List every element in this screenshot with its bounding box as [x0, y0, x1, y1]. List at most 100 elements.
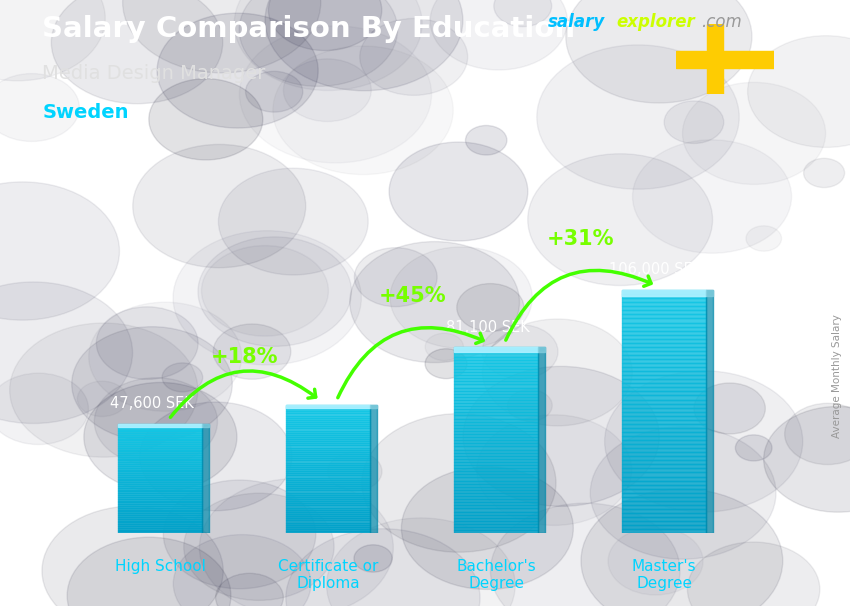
- Circle shape: [157, 13, 318, 128]
- Text: Certificate or
Diploma: Certificate or Diploma: [278, 559, 378, 591]
- Bar: [454, 471, 538, 474]
- Bar: [622, 327, 706, 331]
- Bar: [622, 290, 706, 294]
- Bar: [622, 319, 706, 322]
- Circle shape: [735, 435, 772, 461]
- Circle shape: [528, 154, 712, 285]
- Bar: [622, 420, 706, 424]
- Bar: [454, 521, 538, 524]
- Bar: [286, 497, 371, 499]
- Bar: [286, 478, 371, 480]
- Bar: [118, 517, 202, 519]
- Bar: [286, 516, 371, 518]
- Bar: [118, 470, 202, 471]
- Bar: [622, 452, 706, 456]
- Text: Average Monthly Salary: Average Monthly Salary: [832, 314, 842, 438]
- Bar: [454, 353, 538, 356]
- Circle shape: [84, 382, 237, 491]
- Bar: [622, 306, 706, 310]
- Circle shape: [390, 247, 532, 348]
- Circle shape: [494, 0, 552, 27]
- Bar: [118, 528, 202, 530]
- Circle shape: [198, 237, 352, 347]
- Circle shape: [362, 414, 556, 552]
- Bar: [286, 467, 371, 469]
- Circle shape: [537, 45, 740, 189]
- Bar: [286, 525, 371, 527]
- Text: 56,000 SEK: 56,000 SEK: [278, 377, 362, 392]
- Bar: [118, 424, 202, 426]
- Circle shape: [354, 545, 393, 572]
- Bar: [118, 502, 202, 504]
- Circle shape: [803, 158, 845, 188]
- Bar: [286, 480, 371, 482]
- Bar: [286, 411, 371, 413]
- Circle shape: [350, 242, 519, 362]
- Bar: [454, 375, 538, 378]
- Bar: [622, 298, 706, 302]
- Bar: [622, 444, 706, 448]
- Bar: [286, 448, 371, 450]
- Bar: [286, 476, 371, 478]
- Bar: [286, 445, 371, 448]
- Bar: [622, 343, 706, 347]
- Bar: [118, 486, 202, 488]
- Bar: [286, 454, 371, 456]
- Circle shape: [163, 480, 316, 589]
- Bar: [622, 464, 706, 468]
- Circle shape: [218, 168, 368, 275]
- Text: salary: salary: [548, 13, 605, 32]
- Bar: [118, 431, 202, 433]
- Bar: [118, 493, 202, 495]
- Bar: [622, 456, 706, 461]
- Bar: [118, 461, 202, 462]
- Bar: [622, 396, 706, 399]
- Circle shape: [184, 493, 334, 601]
- Bar: [118, 513, 202, 515]
- Bar: [622, 428, 706, 432]
- Circle shape: [354, 248, 437, 307]
- Circle shape: [401, 467, 573, 590]
- Bar: [622, 525, 706, 529]
- Bar: [454, 478, 538, 481]
- Bar: [538, 347, 545, 352]
- Bar: [286, 465, 371, 467]
- Bar: [454, 453, 538, 456]
- Bar: [622, 529, 706, 533]
- Bar: [118, 497, 202, 499]
- Circle shape: [477, 415, 632, 525]
- Bar: [622, 521, 706, 525]
- Bar: [118, 439, 202, 441]
- Circle shape: [694, 383, 765, 434]
- Circle shape: [490, 503, 680, 606]
- Bar: [622, 481, 706, 485]
- Bar: [118, 490, 202, 491]
- Circle shape: [133, 144, 306, 268]
- Bar: [622, 493, 706, 497]
- Bar: [118, 526, 202, 528]
- Bar: [454, 394, 538, 397]
- Bar: [286, 456, 371, 458]
- Bar: [454, 387, 538, 391]
- Bar: [118, 455, 202, 457]
- Bar: [454, 456, 538, 459]
- Circle shape: [139, 402, 292, 511]
- Text: Sweden: Sweden: [42, 103, 129, 122]
- Bar: [286, 420, 371, 422]
- Bar: [622, 371, 706, 375]
- Bar: [622, 448, 706, 452]
- Bar: [118, 468, 202, 470]
- Bar: [118, 475, 202, 477]
- Bar: [622, 294, 706, 298]
- Bar: [118, 430, 202, 431]
- Bar: [454, 530, 538, 533]
- Circle shape: [688, 542, 820, 606]
- Bar: [454, 447, 538, 450]
- Bar: [622, 363, 706, 367]
- Text: +18%: +18%: [211, 347, 278, 367]
- Circle shape: [430, 0, 567, 70]
- Bar: [286, 514, 371, 516]
- Circle shape: [425, 348, 467, 379]
- Bar: [622, 432, 706, 436]
- Circle shape: [463, 367, 660, 507]
